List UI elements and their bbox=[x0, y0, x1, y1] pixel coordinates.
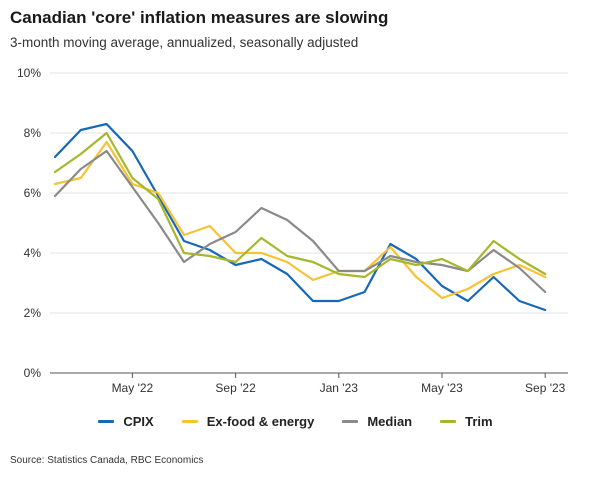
legend-item: CPIX bbox=[98, 414, 154, 429]
legend-item: Ex-food & energy bbox=[181, 414, 315, 429]
y-tick-label: 8% bbox=[24, 126, 42, 140]
x-tick-label: Jan '23 bbox=[320, 381, 359, 395]
legend-swatch bbox=[440, 420, 457, 423]
y-tick-label: 6% bbox=[24, 186, 42, 200]
y-tick-label: 2% bbox=[24, 306, 42, 320]
legend-label: Median bbox=[367, 414, 413, 429]
x-tick-label: Sep '22 bbox=[215, 381, 256, 395]
legend-label: Ex-food & energy bbox=[206, 414, 315, 429]
legend-label: CPIX bbox=[123, 414, 154, 429]
x-tick-label: May '22 bbox=[112, 381, 154, 395]
y-tick-label: 10% bbox=[17, 66, 41, 80]
legend-label: Trim bbox=[465, 414, 493, 429]
chart-subtitle: 3-month moving average, annualized, seas… bbox=[10, 35, 359, 50]
source-note: Source: Statistics Canada, RBC Economics bbox=[10, 455, 204, 466]
series-line-cpix bbox=[53, 122, 547, 312]
legend-swatch bbox=[342, 420, 359, 423]
legend-swatch bbox=[98, 420, 115, 423]
legend-item: Median bbox=[342, 414, 412, 429]
series-line-trim bbox=[53, 131, 547, 279]
legend-swatch bbox=[181, 420, 198, 423]
series-line-ex-food-energy bbox=[53, 140, 547, 300]
x-tick-label: May '23 bbox=[421, 381, 463, 395]
chart-title: Canadian 'core' inflation measures are s… bbox=[10, 8, 389, 27]
x-tick-label: Sep '23 bbox=[525, 381, 566, 395]
y-tick-label: 0% bbox=[24, 366, 42, 380]
y-tick-label: 4% bbox=[24, 246, 42, 260]
chart-legend: CPIX Ex-food & energy Median Trim bbox=[0, 414, 591, 429]
legend-item: Trim bbox=[440, 414, 493, 429]
